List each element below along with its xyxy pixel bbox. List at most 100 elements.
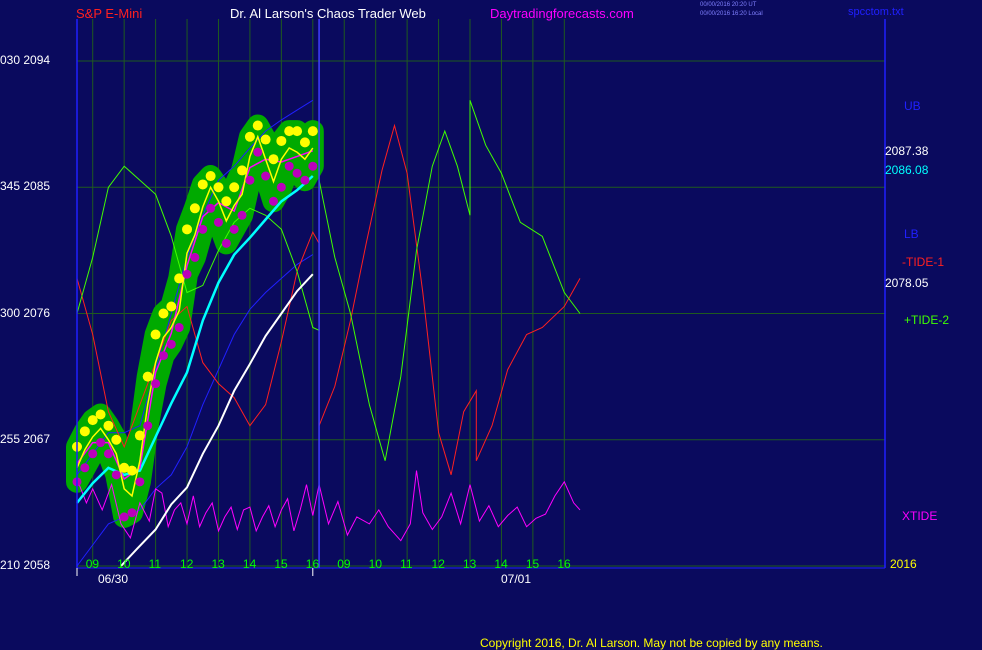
low-dot-4 (103, 449, 113, 459)
high-dot-15 (189, 203, 200, 214)
low-dot-10 (151, 379, 161, 389)
high-dot-10 (150, 329, 161, 340)
y-tick-label-0: 030 2094 (0, 53, 51, 67)
value-cyan: 2086.08 (885, 163, 929, 177)
high-dot-6 (119, 462, 130, 473)
high-dot-23 (252, 120, 263, 131)
high-dot-14 (182, 224, 193, 235)
x-tick-label-3: 12 (180, 557, 194, 571)
low-dot-19 (221, 238, 231, 248)
high-dot-4 (103, 420, 114, 431)
price-dots (72, 120, 318, 522)
high-dot-18 (213, 182, 224, 193)
value-lb: 2078.05 (885, 276, 929, 290)
series-line-ema-white (120, 273, 314, 567)
high-dot-27 (284, 126, 295, 137)
high-dot-3 (95, 409, 106, 420)
symbol-label: S&P E-Mini (76, 6, 143, 21)
low-dot-22 (245, 175, 255, 185)
legend-xtide: XTIDE (902, 509, 938, 523)
low-dot-14 (182, 269, 192, 279)
x-tick-label-7: 16 (305, 557, 320, 571)
high-dot-19 (221, 196, 232, 207)
x-tick-label-13: 14 (494, 557, 508, 571)
x-tick-label-15: 16 (557, 557, 571, 571)
low-dot-24 (261, 171, 271, 181)
price-range-band (66, 114, 324, 528)
x-tick-label-10: 11 (400, 557, 413, 571)
filename-label: spcctom.txt (848, 6, 904, 18)
y-tick-label-2: 300 2076 (0, 305, 51, 320)
low-dot-15 (190, 252, 200, 262)
x-tick-label-14: 15 (525, 557, 540, 571)
low-dot-21 (237, 210, 247, 220)
year-label: 2016 (890, 557, 917, 571)
high-dot-2 (87, 415, 98, 426)
x-tick-label-8: 09 (337, 557, 351, 571)
high-dot-13 (174, 273, 185, 284)
low-dot-12 (166, 339, 176, 349)
timestamp-ut: 00/00/2016 20:20 UT (700, 2, 757, 8)
high-dot-8 (134, 430, 145, 441)
low-dot-3 (96, 438, 106, 448)
legend-lb: LB (904, 227, 919, 241)
x-tick-label-4: 13 (211, 557, 225, 571)
low-dot-11 (158, 351, 168, 361)
x-tick-label-6: 15 (274, 557, 288, 571)
series-line-tide1 (76, 123, 581, 475)
high-dot-28 (292, 126, 303, 137)
chart-frame (76, 19, 886, 576)
x-tick-label-5: 14 (242, 557, 257, 571)
high-dot-11 (158, 308, 169, 319)
legend-tide2: +TIDE-2 (904, 313, 950, 327)
high-dot-30 (307, 126, 318, 137)
low-dot-6 (119, 512, 129, 522)
low-dot-2 (88, 449, 98, 459)
high-dot-29 (299, 137, 310, 148)
low-dot-18 (213, 217, 223, 227)
low-dot-29 (300, 175, 310, 185)
high-dot-7 (127, 465, 138, 476)
high-dot-24 (260, 134, 271, 145)
site-label: Daytradingforecasts.com (490, 6, 634, 21)
high-dot-12 (166, 301, 177, 312)
series-line-xtide (76, 470, 581, 542)
low-dot-7 (127, 508, 137, 518)
low-dot-26 (276, 182, 286, 192)
series-line-lower-band (76, 254, 314, 567)
low-dot-17 (206, 203, 216, 213)
high-dot-26 (276, 135, 287, 146)
legend-ub: UB (904, 99, 921, 113)
low-dot-23 (253, 147, 263, 157)
low-dot-13 (174, 323, 184, 333)
x-tick-label-12: 13 (462, 557, 477, 571)
high-dot-20 (229, 182, 240, 193)
series-line-price (76, 134, 314, 498)
y-tick-label-4: 210 2058 (0, 558, 51, 572)
low-dot-30 (308, 161, 318, 171)
high-dot-17 (205, 171, 216, 182)
low-dot-5 (111, 470, 121, 480)
legend-tide1: -TIDE-1 (902, 255, 944, 269)
date-label-0630: 06/30 (98, 572, 129, 586)
low-dot-25 (268, 196, 278, 206)
low-dot-20 (229, 224, 239, 234)
low-dot-1 (80, 463, 90, 473)
chart-title: Dr. Al Larson's Chaos Trader Web (230, 6, 426, 21)
low-dot-27 (284, 161, 294, 171)
high-dot-9 (142, 371, 153, 382)
x-tick-label-0: 09 (85, 557, 100, 571)
low-dot-9 (143, 421, 153, 431)
date-label-0701: 07/01 (501, 572, 532, 586)
timestamp-local: 00/00/2016 16:20 Local (700, 11, 763, 17)
high-dot-1 (79, 426, 90, 437)
low-dot-8 (135, 477, 145, 487)
y-tick-label-1: 345 2085 (0, 179, 51, 194)
x-tick-label-1: 10 (117, 557, 131, 571)
copyright-notice: Copyright 2016, Dr. Al Larson. May not b… (480, 636, 823, 650)
x-tick-label-2: 11 (148, 557, 162, 571)
price-band (66, 114, 324, 528)
high-dot-5 (111, 434, 122, 445)
high-dot-16 (197, 179, 208, 190)
grid-lines (77, 19, 885, 568)
